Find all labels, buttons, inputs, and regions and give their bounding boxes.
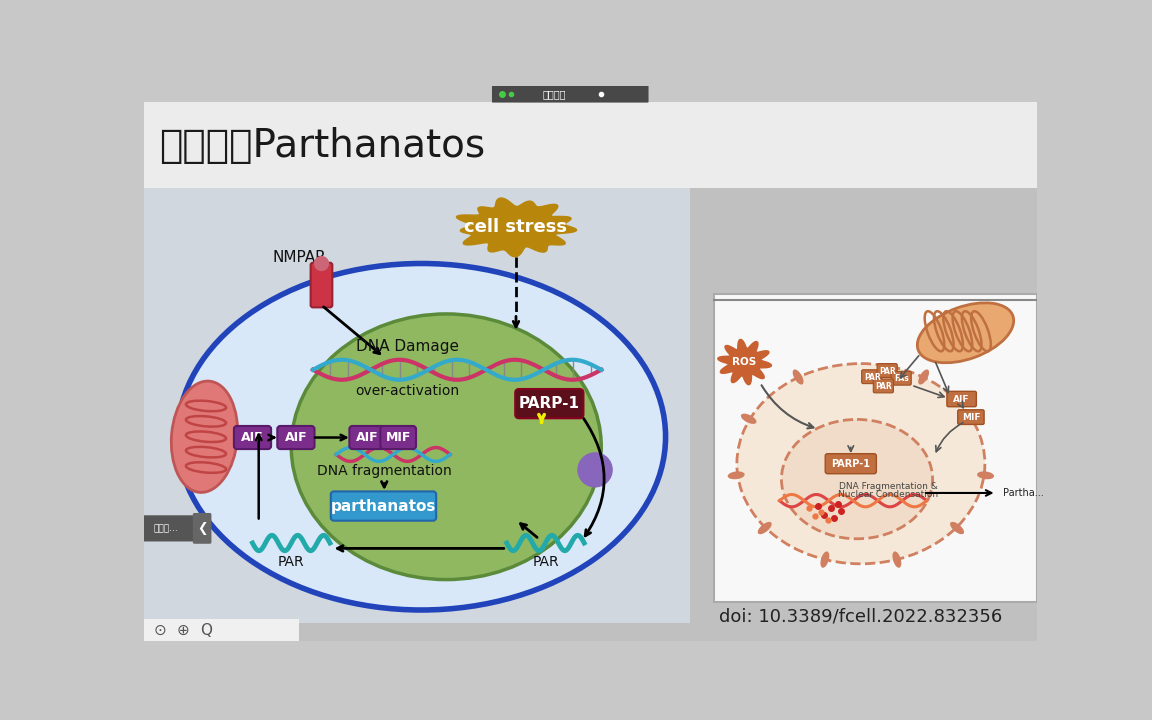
Circle shape <box>314 256 328 271</box>
Text: ⊙: ⊙ <box>153 623 166 637</box>
Ellipse shape <box>737 364 985 564</box>
Text: ROS: ROS <box>733 357 757 367</box>
Text: ❮: ❮ <box>197 522 207 535</box>
FancyBboxPatch shape <box>278 426 314 449</box>
Ellipse shape <box>177 264 666 610</box>
Text: cell stress: cell stress <box>464 218 568 236</box>
Bar <box>713 294 1037 603</box>
Text: PAR: PAR <box>876 382 893 391</box>
FancyBboxPatch shape <box>877 364 897 377</box>
FancyBboxPatch shape <box>947 391 977 407</box>
Text: Q: Q <box>200 623 212 637</box>
Text: NMPAR: NMPAR <box>272 250 326 265</box>
Text: AIF: AIF <box>954 395 970 403</box>
Text: PARP-1: PARP-1 <box>518 396 579 411</box>
Text: ⊕: ⊕ <box>176 623 189 637</box>
Bar <box>144 188 690 623</box>
Ellipse shape <box>793 369 804 384</box>
Ellipse shape <box>917 303 1014 363</box>
Polygon shape <box>718 339 772 384</box>
Text: MIF: MIF <box>386 431 411 444</box>
Ellipse shape <box>965 414 980 424</box>
FancyBboxPatch shape <box>873 379 894 393</box>
Text: PAR: PAR <box>532 555 559 570</box>
FancyBboxPatch shape <box>331 492 437 521</box>
Polygon shape <box>456 198 576 257</box>
Text: 腾讯会议: 腾讯会议 <box>543 89 567 99</box>
FancyBboxPatch shape <box>862 370 881 384</box>
Text: PARP-1: PARP-1 <box>832 459 870 469</box>
FancyBboxPatch shape <box>892 372 911 385</box>
Text: Nuclear Condensation: Nuclear Condensation <box>838 490 938 499</box>
Text: 线粒体和Parthanatos: 线粒体和Parthanatos <box>159 127 486 166</box>
FancyBboxPatch shape <box>192 513 212 544</box>
FancyBboxPatch shape <box>143 516 197 541</box>
Text: MIF: MIF <box>962 413 980 422</box>
Bar <box>144 102 1037 188</box>
Ellipse shape <box>291 314 601 580</box>
Text: over-activation: over-activation <box>356 384 460 397</box>
Ellipse shape <box>781 420 933 539</box>
Text: DNA Fragmentation &: DNA Fragmentation & <box>839 482 938 491</box>
Ellipse shape <box>741 414 757 424</box>
Ellipse shape <box>758 522 772 534</box>
Text: PAR: PAR <box>864 373 881 382</box>
Text: Partha...: Partha... <box>1002 488 1044 498</box>
FancyBboxPatch shape <box>311 263 332 307</box>
FancyBboxPatch shape <box>349 426 385 449</box>
FancyBboxPatch shape <box>825 454 877 474</box>
FancyBboxPatch shape <box>957 410 984 424</box>
FancyBboxPatch shape <box>380 426 416 449</box>
Text: parthanatos: parthanatos <box>331 498 437 513</box>
Ellipse shape <box>977 472 994 480</box>
Text: doi: 10.3389/fcell.2022.832356: doi: 10.3389/fcell.2022.832356 <box>719 607 1002 625</box>
Text: AIF: AIF <box>285 431 308 444</box>
Bar <box>144 619 300 641</box>
Ellipse shape <box>950 522 964 534</box>
Text: DNA fragmentation: DNA fragmentation <box>317 464 452 478</box>
Text: 看什么...: 看什么... <box>153 524 179 533</box>
Text: DNA Damage: DNA Damage <box>356 339 458 354</box>
Text: AIF: AIF <box>241 431 264 444</box>
Text: AIF: AIF <box>356 431 379 444</box>
FancyBboxPatch shape <box>234 426 271 449</box>
FancyBboxPatch shape <box>515 389 583 418</box>
Circle shape <box>578 453 612 487</box>
Ellipse shape <box>820 552 829 568</box>
FancyBboxPatch shape <box>492 86 649 102</box>
Text: FAs: FAs <box>895 374 909 384</box>
Text: PAR: PAR <box>278 555 304 570</box>
Ellipse shape <box>918 369 929 384</box>
Ellipse shape <box>728 472 744 480</box>
Ellipse shape <box>172 381 237 492</box>
Text: PAR: PAR <box>880 366 896 376</box>
Bar <box>144 188 1037 641</box>
Ellipse shape <box>893 552 901 568</box>
